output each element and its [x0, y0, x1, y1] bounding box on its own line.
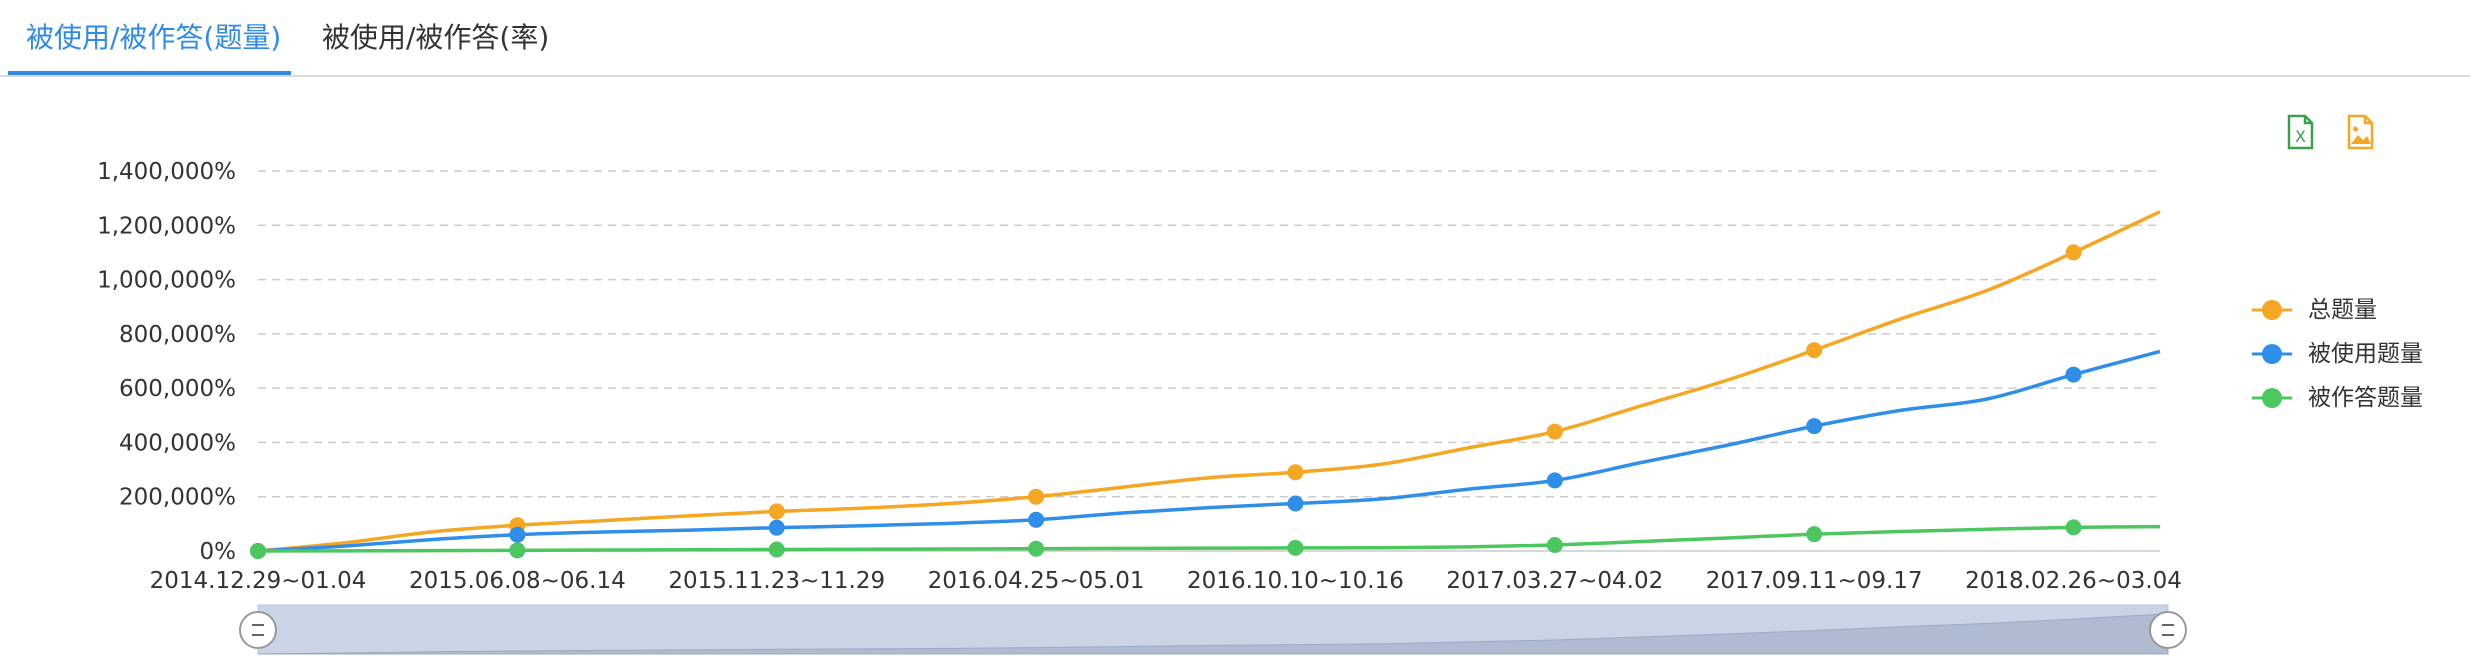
series-line	[257, 349, 2161, 553]
y-axis-ticks: 0% 200,000% 400,000% 600,000% 800,000% 1,000,…	[97, 159, 236, 565]
data-point[interactable]	[1028, 488, 1045, 505]
gridlines	[258, 170, 2160, 552]
y-tick-label: 200,000%	[119, 485, 236, 511]
legend-marker-icon	[2252, 300, 2292, 320]
series-line	[257, 210, 2161, 553]
y-tick-label: 800,000%	[119, 322, 236, 348]
zoom-handle[interactable]	[239, 611, 277, 649]
data-zoom-slider	[239, 604, 2187, 655]
x-tick-label: 2014.12.29~01.04	[150, 568, 367, 594]
data-point[interactable]	[250, 543, 266, 559]
legend-marker-icon	[2252, 388, 2292, 408]
data-point[interactable]	[1028, 511, 1045, 528]
image-export-icon[interactable]	[2340, 112, 2380, 152]
data-point[interactable]	[2065, 244, 2082, 261]
data-point[interactable]	[1546, 472, 1563, 489]
data-point[interactable]	[1546, 423, 1563, 440]
svg-text:X: X	[2295, 127, 2306, 146]
x-tick-label: 2017.03.27~04.02	[1446, 568, 1663, 594]
legend-label: 被作答题量	[2308, 385, 2423, 411]
zoom-handle[interactable]	[2149, 611, 2187, 649]
legend-marker-icon	[2252, 344, 2292, 364]
x-axis-ticks: 2014.12.29~01.04 2015.06.08~06.14 2015.11.…	[150, 568, 2182, 594]
active-tab-indicator	[8, 71, 291, 75]
excel-export-icon[interactable]: X	[2280, 112, 2320, 152]
data-point[interactable]	[1546, 537, 1563, 554]
y-tick-label: 600,000%	[119, 376, 236, 402]
y-tick-label: 1,000,000%	[97, 268, 236, 294]
data-point[interactable]	[768, 503, 785, 520]
data-point[interactable]	[1806, 526, 1823, 543]
data-point[interactable]	[509, 542, 526, 559]
x-tick-label: 2016.10.10~10.16	[1187, 568, 1404, 594]
series-markers	[250, 244, 2082, 559]
zoom-preview-area	[257, 613, 2169, 655]
legend-label: 总题量	[2308, 297, 2377, 323]
y-tick-label: 1,400,000%	[97, 159, 236, 185]
data-point[interactable]	[1287, 495, 1304, 512]
data-point[interactable]	[1028, 540, 1045, 557]
y-tick-label: 0%	[200, 539, 237, 565]
x-tick-label: 2015.06.08~06.14	[409, 568, 626, 594]
data-point[interactable]	[2065, 366, 2082, 383]
series-lines	[257, 210, 2161, 553]
y-tick-label: 1,200,000%	[97, 213, 236, 239]
data-point[interactable]	[1806, 418, 1823, 435]
tab-bar: 被使用/被作答(题量) 被使用/被作答(率)	[0, 0, 2470, 77]
series-line	[257, 524, 2161, 553]
data-point[interactable]	[1287, 539, 1304, 556]
x-tick-label: 2018.02.26~03.04	[1965, 568, 2182, 594]
legend-label: 被使用题量	[2308, 341, 2423, 367]
data-point[interactable]	[509, 526, 526, 543]
data-point[interactable]	[768, 519, 785, 536]
x-tick-label: 2017.09.11~09.17	[1706, 568, 1923, 594]
data-point[interactable]	[1287, 464, 1304, 481]
y-tick-label: 400,000%	[119, 430, 236, 456]
data-point[interactable]	[768, 541, 785, 558]
data-point[interactable]	[1806, 342, 1823, 359]
tab-usage-count[interactable]: 被使用/被作答(题量)	[26, 21, 282, 54]
tab-usage-rate[interactable]: 被使用/被作答(率)	[322, 21, 550, 54]
data-point[interactable]	[2065, 519, 2082, 536]
x-tick-label: 2016.04.25~05.01	[928, 568, 1145, 594]
x-tick-label: 2015.11.23~11.29	[668, 568, 885, 594]
